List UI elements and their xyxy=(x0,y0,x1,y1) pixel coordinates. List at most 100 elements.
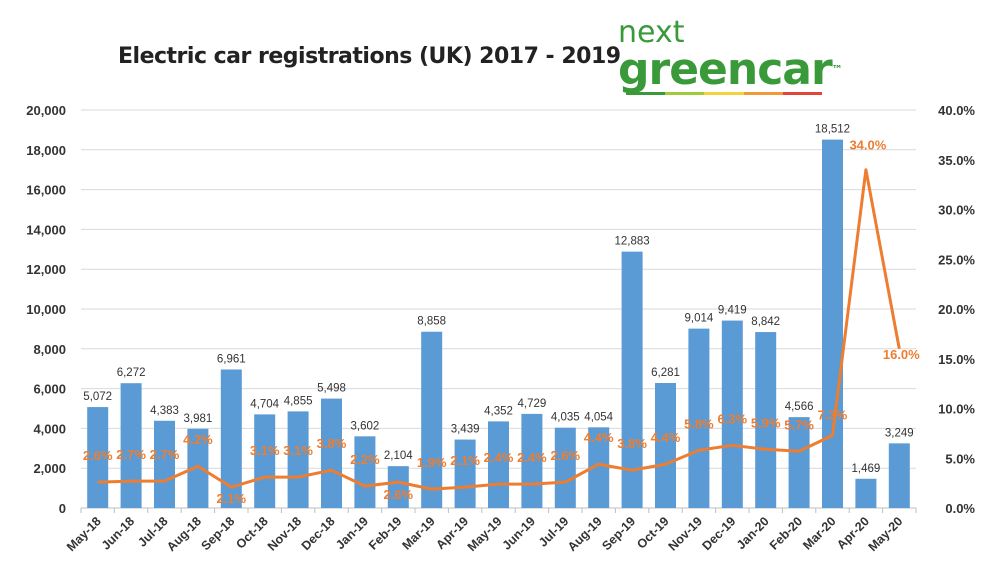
y-tick-label: 2,000 xyxy=(33,461,66,476)
bar xyxy=(220,369,242,508)
line-data-label: 1.9% xyxy=(417,455,447,470)
x-tick-label: Aug-19 xyxy=(565,514,605,554)
bar-data-label: 4,383 xyxy=(150,405,179,417)
line-data-label: 3.1% xyxy=(250,443,280,458)
x-tick-label: Nov-19 xyxy=(666,514,705,553)
bar-data-label: 4,855 xyxy=(284,395,313,407)
bar xyxy=(721,320,743,508)
x-tick-label: May-19 xyxy=(465,514,505,554)
bar xyxy=(688,328,710,508)
x-tick-label: Apr-20 xyxy=(834,514,872,552)
bar xyxy=(154,420,175,508)
line-data-label: 3.1% xyxy=(283,443,313,458)
bar xyxy=(488,421,509,508)
x-tick-label: Aug-18 xyxy=(164,514,204,554)
line-data-label: 2.2% xyxy=(350,452,380,467)
x-tick-label: Jan-20 xyxy=(734,514,772,552)
x-tick-label: Sep-19 xyxy=(599,514,638,553)
x-tick-label: Dec-18 xyxy=(299,514,338,553)
bar xyxy=(855,478,877,508)
y2-tick-label: 10.0% xyxy=(938,402,975,417)
bar xyxy=(454,439,476,508)
line-data-label: 3.8% xyxy=(317,436,347,451)
logo-tm: ™ xyxy=(831,63,843,76)
bar xyxy=(888,443,910,508)
x-tick-label: Feb-20 xyxy=(767,514,805,552)
y2-tick-label: 30.0% xyxy=(938,203,975,218)
y-tick-label: 0 xyxy=(59,501,66,516)
bar xyxy=(755,332,777,508)
x-tick-label: May-20 xyxy=(866,514,906,554)
bar xyxy=(588,427,610,508)
line-data-label: 5.7% xyxy=(784,417,814,432)
y2-tick-label: 35.0% xyxy=(938,153,975,168)
line-data-label: 5.8% xyxy=(684,416,714,431)
line-series xyxy=(97,168,901,491)
x-tick-label: Oct-18 xyxy=(233,514,270,551)
y2-tick-label: 40.0% xyxy=(938,103,975,118)
bar-data-label: 4,704 xyxy=(250,398,279,410)
line-data-label: 7.3% xyxy=(818,407,848,422)
bar xyxy=(120,383,142,508)
bar-data-label: 6,961 xyxy=(217,353,246,365)
x-tick-label: Feb-19 xyxy=(366,514,404,552)
y2-tick-label: 15.0% xyxy=(938,352,975,367)
bar xyxy=(321,398,342,508)
bar-data-label: 3,439 xyxy=(451,424,480,436)
bar xyxy=(554,427,576,508)
y2-tick-label: 0.0% xyxy=(945,501,975,516)
bar-data-label: 4,566 xyxy=(785,401,814,413)
bar-data-label: 12,883 xyxy=(615,236,650,248)
y-tick-label: 8,000 xyxy=(33,342,66,357)
y2-tick-label: 20.0% xyxy=(938,302,975,317)
bar-data-label: 4,054 xyxy=(584,411,613,423)
bar xyxy=(354,436,376,508)
bar-data-label: 9,419 xyxy=(718,305,747,317)
x-tick-label: Apr-19 xyxy=(433,514,471,552)
bar-data-label: 3,981 xyxy=(184,413,213,425)
line-data-label: 2.4% xyxy=(517,450,547,465)
line-data-label: 6.3% xyxy=(717,411,747,426)
bar xyxy=(387,466,409,508)
bar-data-label: 4,729 xyxy=(518,398,547,410)
bar-data-label: 18,512 xyxy=(815,124,850,136)
x-tick-label: Oct-19 xyxy=(634,514,671,551)
bar-data-label: 3,602 xyxy=(351,420,380,432)
logo-line1: next xyxy=(618,15,685,50)
nextgreencar-logo: next greencar™ xyxy=(618,15,843,95)
y-tick-label: 16,000 xyxy=(26,183,66,198)
bar xyxy=(187,428,209,508)
bar-data-label: 3,249 xyxy=(885,427,914,439)
y-tick-label: 18,000 xyxy=(26,143,66,158)
x-tick-label: Jun-19 xyxy=(500,514,538,552)
bar-data-label: 5,072 xyxy=(83,391,112,403)
bar-data-label: 2,104 xyxy=(384,450,413,462)
x-tick-label: Nov-18 xyxy=(265,514,304,553)
bar xyxy=(287,411,309,508)
line-data-label: 2.6% xyxy=(383,487,413,502)
line-data-label: 3.8% xyxy=(617,436,647,451)
x-tick-label: Jan-19 xyxy=(333,514,371,552)
line-data-label: 16.0% xyxy=(883,347,920,362)
bar-data-label: 1,469 xyxy=(852,463,881,475)
bar xyxy=(655,383,676,508)
y-tick-label: 6,000 xyxy=(33,382,66,397)
bar-data-label: 6,281 xyxy=(651,367,680,379)
y-tick-label: 4,000 xyxy=(33,421,66,436)
y-tick-label: 10,000 xyxy=(26,302,66,317)
bar-data-label: 6,272 xyxy=(117,367,146,379)
bar xyxy=(254,414,276,508)
bar xyxy=(788,417,810,508)
x-tick-label: May-18 xyxy=(64,514,104,554)
logo-line2: greencar xyxy=(618,44,833,95)
bar-data-label: 4,035 xyxy=(551,412,580,424)
line-data-label: 2.7% xyxy=(150,447,180,462)
x-tick-label: Jun-18 xyxy=(99,514,137,552)
chart-title: Electric car registrations (UK) 2017 - 2… xyxy=(118,44,621,69)
bar-data-label: 9,014 xyxy=(685,313,714,325)
bar-data-label: 4,352 xyxy=(484,405,513,417)
line-data-label: 4.4% xyxy=(584,430,614,445)
logo-color-bar xyxy=(626,92,823,95)
